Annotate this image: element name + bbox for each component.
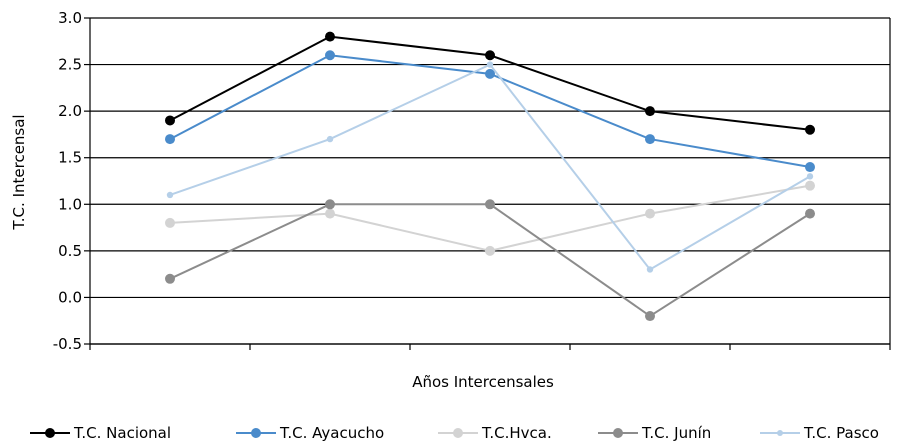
series-t-c-jun-n <box>165 199 815 322</box>
legend-item: T.C. Pasco <box>760 424 879 442</box>
data-point <box>325 208 335 219</box>
data-point <box>325 50 335 61</box>
data-point <box>165 115 175 126</box>
legend-item: T.C. Junín <box>598 424 711 442</box>
series-line <box>169 184 811 252</box>
data-point <box>485 68 495 79</box>
legend-label: T.C. Nacional <box>73 424 171 442</box>
data-point <box>805 180 815 191</box>
series-t-c-pasco <box>166 61 814 273</box>
data-point <box>646 266 654 273</box>
legend-item: T.C. Ayacucho <box>236 424 384 442</box>
data-point <box>325 31 335 42</box>
data-point <box>485 50 495 61</box>
y-axis-title: T.C. Intercensal <box>10 114 28 230</box>
data-point <box>645 134 655 145</box>
data-point <box>645 311 655 322</box>
data-point <box>326 135 334 143</box>
data-point <box>645 208 655 219</box>
legend-marker <box>453 428 463 438</box>
y-tick-label: 2.0 <box>58 102 82 120</box>
legend: T.C. Nacional T.C. Ayacucho T.C.Hvca. T.C. … <box>30 424 879 442</box>
data-point <box>485 199 495 210</box>
data-point <box>166 191 174 199</box>
series-t-c-hvca- <box>165 180 815 256</box>
legend-label: T.C. Pasco <box>803 424 879 442</box>
data-point <box>485 245 495 256</box>
y-tick-label: 1.0 <box>58 195 82 213</box>
y-tick-label: -0.5 <box>53 335 82 353</box>
data-point <box>805 124 815 135</box>
y-tick-label: 1.5 <box>58 149 82 167</box>
data-point <box>325 199 335 210</box>
data-point <box>806 173 814 180</box>
series-lines <box>165 31 815 322</box>
legend-marker <box>613 428 623 438</box>
data-point <box>165 273 175 284</box>
data-point <box>165 134 175 145</box>
legend-marker <box>777 430 783 436</box>
legend-label: T.C. Junín <box>641 424 711 442</box>
data-point <box>645 106 655 117</box>
legend-item: T.C. Nacional <box>30 424 171 442</box>
legend-marker <box>251 428 261 438</box>
series-t-c-nacional <box>165 31 815 135</box>
data-point <box>165 217 175 228</box>
legend-label: T.C.Hvca. <box>481 424 552 442</box>
y-tick-label: 0.5 <box>58 242 82 260</box>
y-tick-label: 3.0 <box>58 9 82 27</box>
axes: 3.0 2.5 2.0 1.5 1.0 0.5 0.0 -0.5 <box>53 9 891 353</box>
series-t-c-ayacucho <box>165 50 815 173</box>
y-tick-label: 2.5 <box>58 56 82 74</box>
data-point <box>805 162 815 173</box>
series-line <box>169 63 811 271</box>
y-tick-label: 0.0 <box>58 288 82 306</box>
x-axis-title: Años Intercensales <box>412 373 554 391</box>
legend-marker <box>45 428 55 438</box>
legend-label: T.C. Ayacucho <box>279 424 384 442</box>
data-point <box>486 61 494 68</box>
data-point <box>805 208 815 219</box>
series-line <box>169 203 811 318</box>
legend-item: T.C.Hvca. <box>438 424 552 442</box>
